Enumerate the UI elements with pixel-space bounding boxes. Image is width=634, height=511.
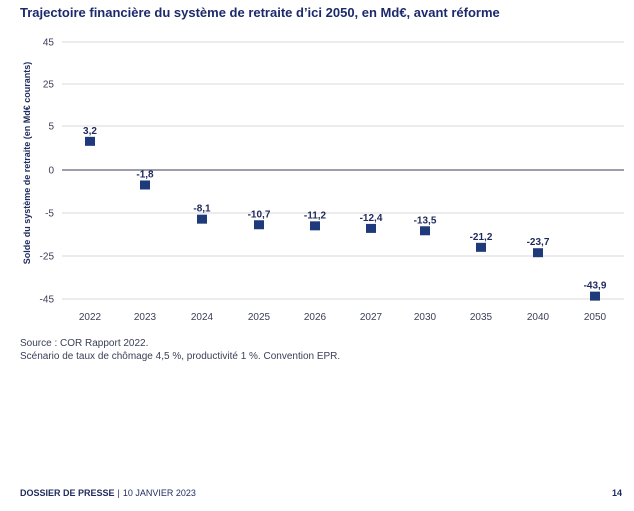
y-tick-label: -25	[40, 252, 55, 263]
source-note: Source : COR Rapport 2022. Scénario de t…	[20, 337, 340, 363]
data-point	[366, 223, 376, 233]
source-line-1: Source : COR Rapport 2022.	[20, 338, 149, 349]
x-tick-label: 2050	[584, 312, 607, 323]
data-point	[310, 221, 320, 231]
data-label: -21,2	[470, 232, 493, 243]
data-point	[140, 180, 150, 190]
data-label: -11,2	[304, 210, 327, 221]
y-tick-label: 0	[48, 166, 54, 177]
data-label: -1,8	[136, 169, 154, 180]
y-tick-label: -5	[45, 209, 54, 220]
data-label: -43,9	[584, 281, 607, 292]
data-label: -12,4	[360, 213, 383, 224]
x-tick-label: 2027	[360, 312, 383, 323]
data-label: -10,7	[248, 209, 271, 220]
chart-title: Trajectoire financière du système de ret…	[20, 5, 500, 20]
footer-separator: |	[117, 488, 120, 498]
footer-title: DOSSIER DE PRESSE	[20, 488, 115, 498]
x-tick-label: 2025	[248, 312, 271, 323]
data-label: 3,2	[83, 126, 97, 137]
y-tick-label: 5	[48, 122, 54, 133]
source-line-2: Scénario de taux de chômage 4,5 %, produ…	[20, 351, 341, 362]
footer-date: 10 JANVIER 2023	[122, 488, 196, 498]
data-label: -13,5	[414, 215, 437, 226]
data-point	[533, 248, 543, 258]
x-tick-label: 2035	[470, 312, 493, 323]
data-point	[420, 226, 430, 236]
data-point	[590, 291, 600, 301]
x-tick-label: 2030	[414, 312, 437, 323]
data-point	[197, 214, 207, 224]
chart-plot: 45 25 5 0 -5 -25 -45 2022 3,2 2023 -1,8 2024 -8,1 202…	[40, 38, 624, 323]
x-tick-label: 2022	[79, 312, 102, 323]
y-tick-label: 45	[43, 38, 55, 49]
data-label: -23,7	[527, 237, 550, 248]
x-tick-label: 2040	[527, 312, 550, 323]
x-tick-label: 2026	[304, 312, 327, 323]
data-point	[85, 136, 95, 146]
y-tick-label: 25	[43, 80, 55, 91]
data-point	[254, 220, 264, 230]
footer-left: DOSSIER DE PRESSE | 10 JANVIER 2023	[20, 488, 196, 498]
page-number: 14	[611, 488, 622, 498]
data-point	[476, 242, 486, 252]
y-tick-label: -45	[40, 295, 55, 306]
data-label: -8,1	[193, 204, 211, 215]
x-tick-label: 2024	[191, 312, 214, 323]
x-tick-label: 2023	[134, 312, 157, 323]
